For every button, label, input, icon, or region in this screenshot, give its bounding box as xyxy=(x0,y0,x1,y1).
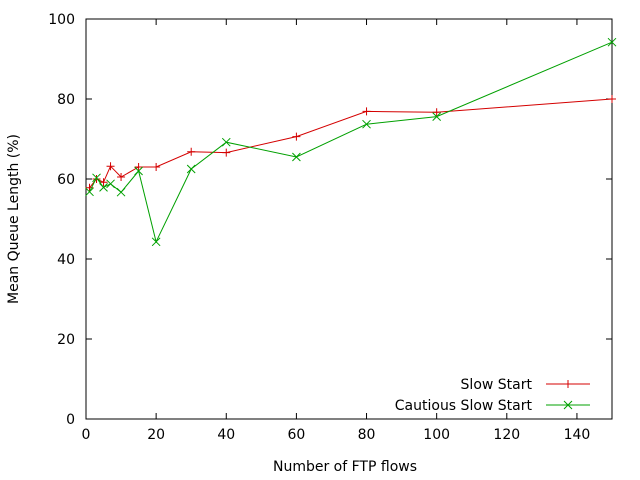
data-point xyxy=(85,187,94,197)
data-point xyxy=(186,164,196,174)
y-tick-label: 60 xyxy=(57,172,75,188)
x-tick-label: 20 xyxy=(147,427,165,443)
series-layer xyxy=(85,37,617,247)
data-point xyxy=(151,237,161,247)
legend-label: Slow Start xyxy=(461,377,533,393)
data-point xyxy=(222,148,231,157)
series-line xyxy=(89,41,613,244)
series-1 xyxy=(85,37,617,247)
y-tick-label: 0 xyxy=(66,412,75,428)
data-point xyxy=(221,137,231,147)
y-axis-ticks: 0 20 40 60 80 100 xyxy=(48,12,612,428)
data-point xyxy=(152,163,161,171)
data-point xyxy=(564,380,572,388)
data-point xyxy=(134,166,143,176)
data-point xyxy=(92,175,101,183)
data-point xyxy=(106,162,115,171)
data-point xyxy=(134,163,143,171)
y-axis-label: Mean Queue Length (%) xyxy=(6,134,22,304)
y-tick-label: 40 xyxy=(57,252,75,268)
x-axis-ticks: 0 20 40 60 80 100 120 140 xyxy=(82,19,591,443)
data-point xyxy=(608,95,616,103)
data-point xyxy=(99,183,108,192)
legend: Slow Start Cautious Slow Start xyxy=(395,377,590,414)
data-point xyxy=(292,152,301,162)
data-point xyxy=(292,132,301,141)
data-point xyxy=(116,187,126,197)
series-0 xyxy=(85,95,616,192)
legend-label: Cautious Slow Start xyxy=(395,398,533,414)
x-tick-label: 100 xyxy=(423,427,450,443)
data-point xyxy=(432,112,442,121)
data-point xyxy=(607,37,617,47)
y-tick-label: 80 xyxy=(57,92,75,108)
x-tick-label: 120 xyxy=(493,427,520,443)
data-point xyxy=(85,183,94,192)
x-tick-label: 40 xyxy=(217,427,235,443)
data-point xyxy=(432,108,441,117)
plot-frame xyxy=(85,18,613,420)
data-point xyxy=(362,119,371,129)
x-tick-label: 0 xyxy=(82,427,91,443)
data-point xyxy=(92,173,101,183)
data-point xyxy=(187,147,196,156)
series-line xyxy=(89,98,613,189)
x-tick-label: 60 xyxy=(287,427,305,443)
data-point xyxy=(563,400,573,410)
y-tick-label: 100 xyxy=(48,12,75,28)
data-point xyxy=(106,179,115,189)
data-point xyxy=(117,173,126,181)
y-tick-label: 20 xyxy=(57,332,75,348)
x-tick-label: 80 xyxy=(358,427,376,443)
data-point xyxy=(99,178,108,187)
x-axis-label: Number of FTP flows xyxy=(273,459,417,475)
data-point xyxy=(362,107,371,116)
x-tick-label: 140 xyxy=(564,427,591,443)
